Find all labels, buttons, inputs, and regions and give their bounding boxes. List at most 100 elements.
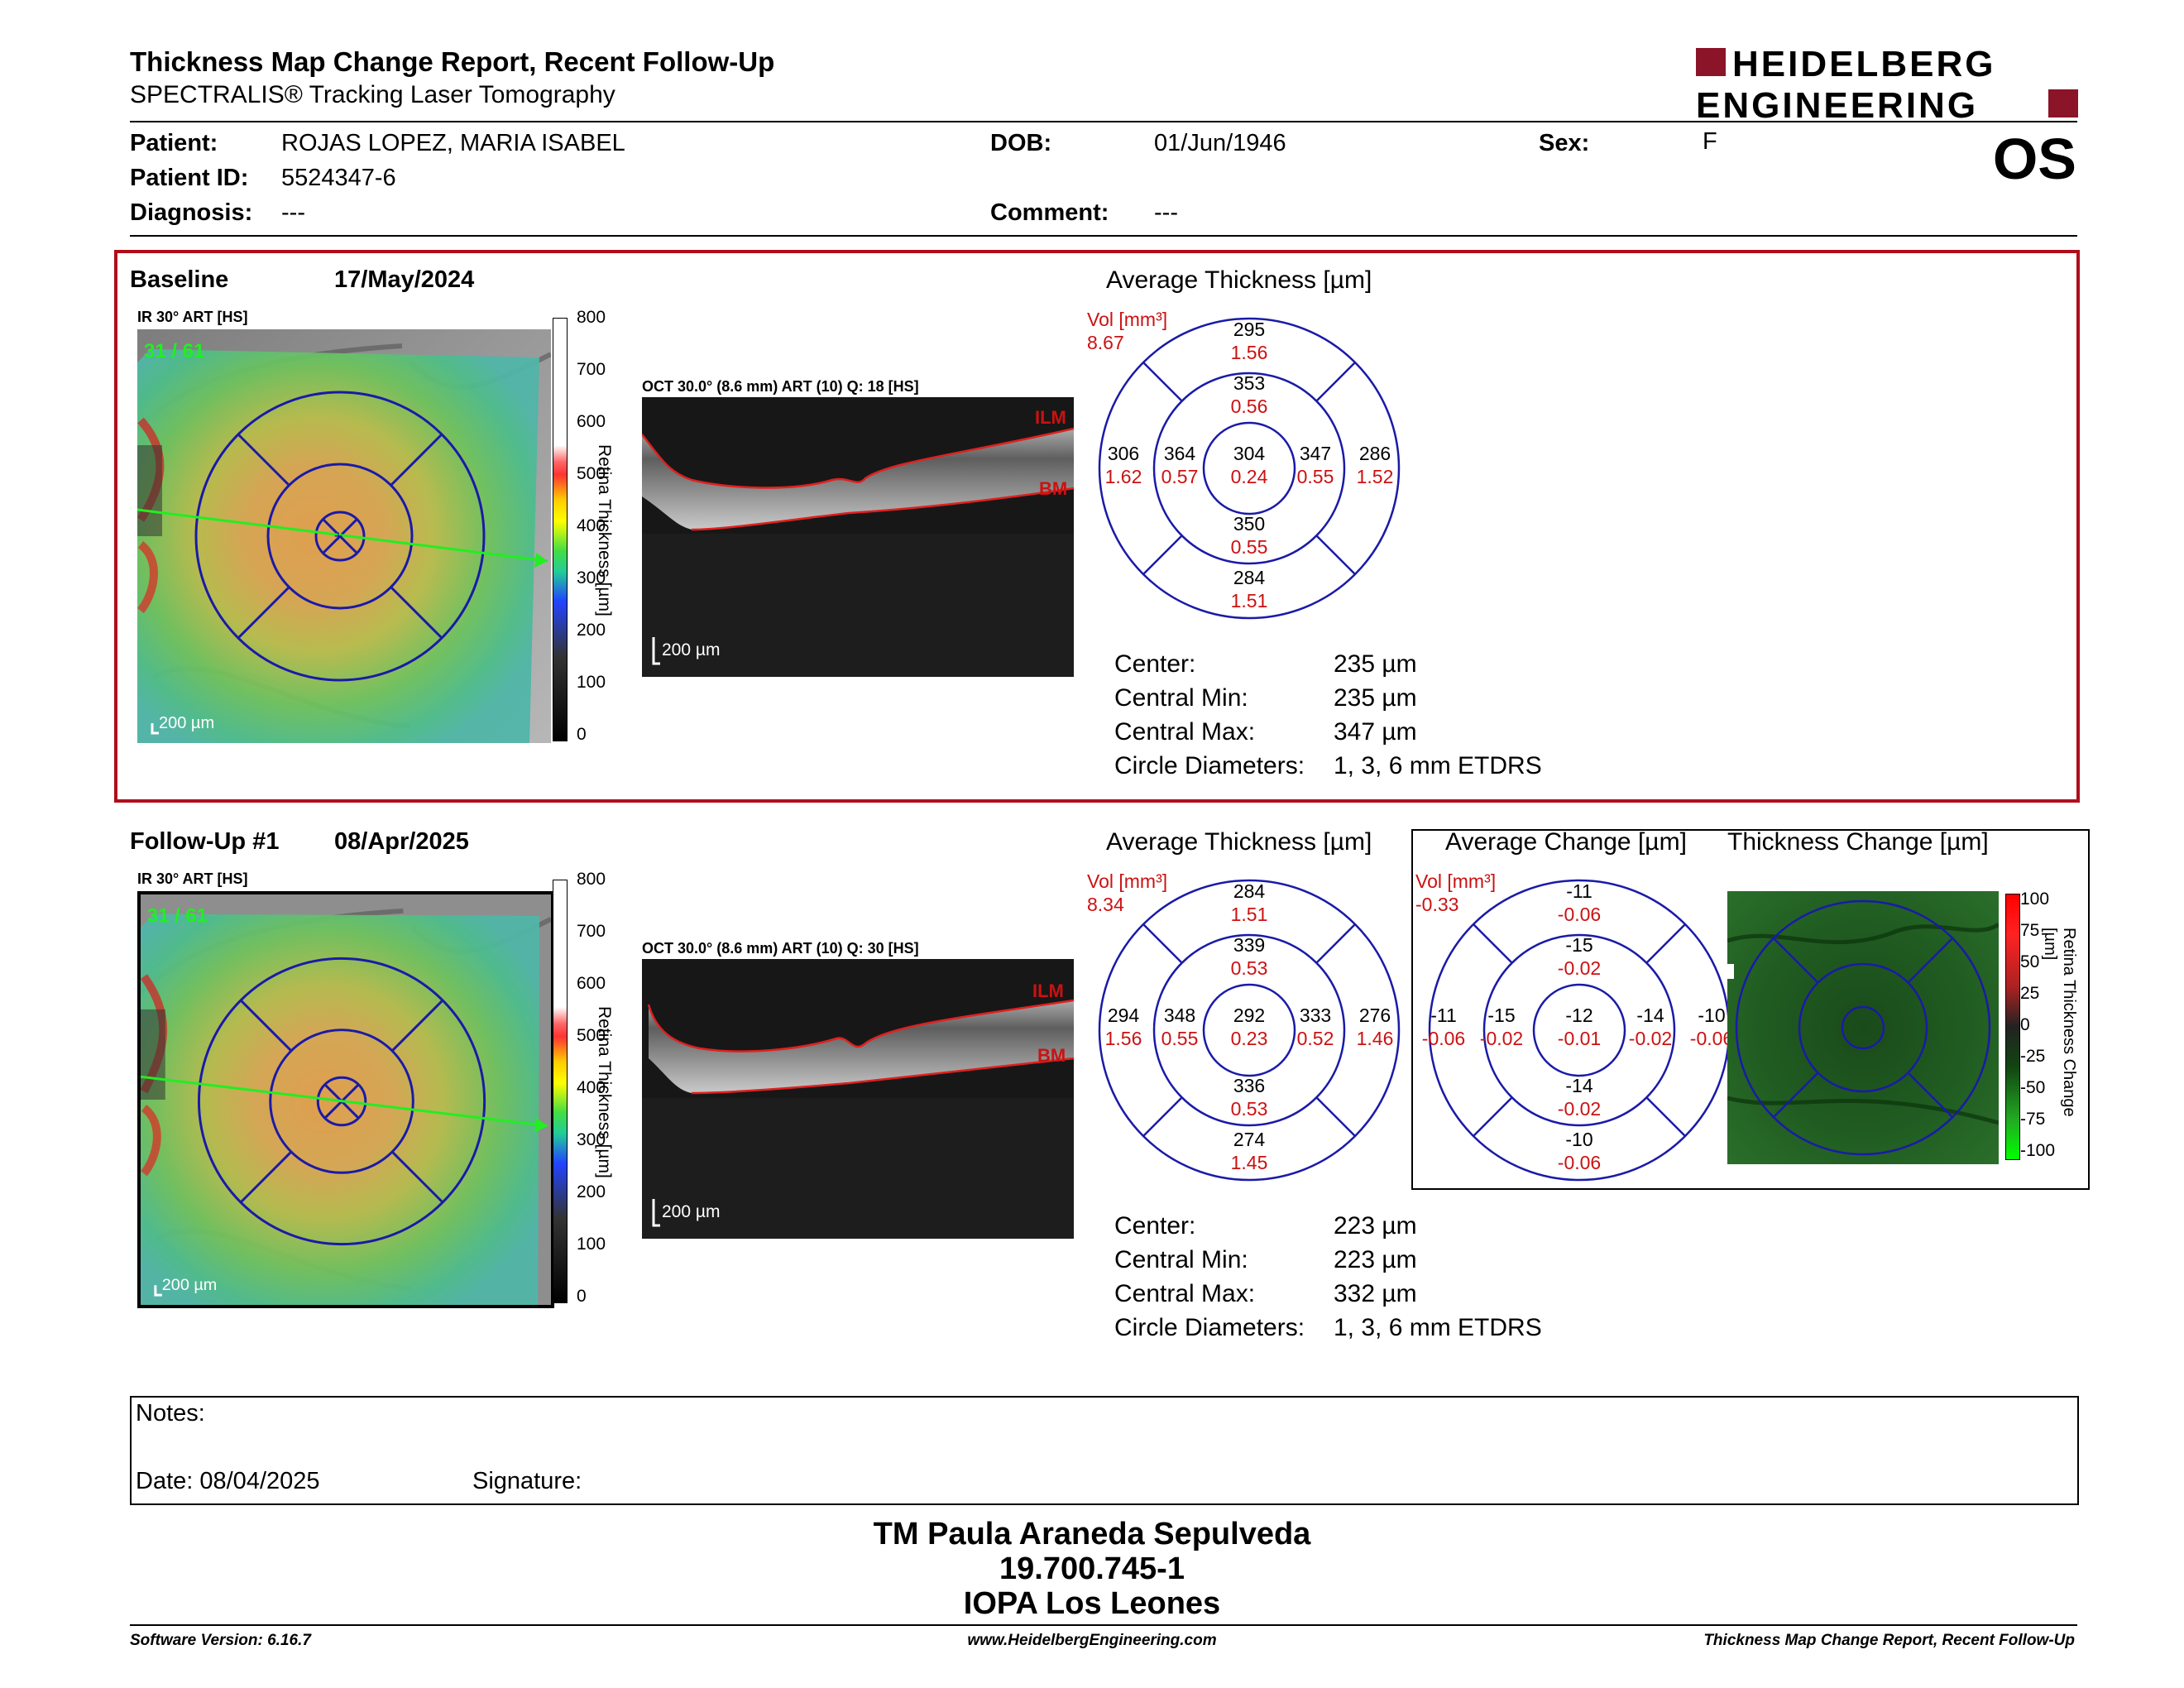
report-subtitle: SPECTRALIS® Tracking Laser Tomography [130, 81, 615, 108]
patient-id: 5524347-6 [281, 165, 396, 191]
change-outer-sup-thickness: -11 [1566, 880, 1592, 902]
baseline-center-volume: 0.24 [1231, 466, 1268, 487]
baseline-colorbar [553, 318, 568, 741]
baseline-inner-temp-volume: 0.57 [1161, 466, 1199, 487]
baseline-inner-sup-thickness: 353 [1233, 372, 1265, 394]
baseline-oct-scale: 200 µm [662, 640, 720, 659]
thickness-change-map [1727, 891, 1999, 1164]
followup-ir-frames: 31 / 61 [147, 905, 208, 928]
baseline-ir-thickness-map: + 31 / 61 200 µm [137, 329, 551, 743]
baseline-vol-label: Vol [mm³] [1087, 309, 1167, 330]
change-vol-total: -0.33 [1415, 894, 1458, 915]
followup-inner-inf-volume: 0.53 [1231, 1098, 1268, 1120]
followup-outer-inf-volume: 1.45 [1231, 1152, 1268, 1173]
change-vol-label: Vol [mm³] [1415, 870, 1496, 892]
patient-name: ROJAS LOPEZ, MARIA ISABEL [281, 130, 625, 156]
comment-value: --- [1154, 199, 1178, 226]
change-inner-sup-volume: -0.02 [1558, 957, 1601, 979]
diagnosis-value: --- [281, 199, 305, 226]
baseline-date: 17/May/2024 [334, 266, 475, 293]
baseline-outer-temp-volume: 1.62 [1105, 466, 1142, 487]
followup-oct-bscan: ILM BM 200 µm [642, 959, 1074, 1239]
baseline-avg-title: Average Thickness [µm] [1106, 266, 1372, 294]
diagnosis-label: Diagnosis: [130, 199, 253, 226]
baseline-oct-label: OCT 30.0° (8.6 mm) ART (10) Q: 18 [HS] [642, 378, 919, 395]
baseline-outer-nasal-thickness: 286 [1359, 443, 1391, 464]
followup-etdrs-grid: 284 1.51 339 0.53 294 1.56 348 0.55 292 … [1087, 870, 1401, 1182]
baseline-outer-temp-thickness: 306 [1108, 443, 1139, 464]
heidelberg-logo: HEIDELBERG ENGINEERING [1696, 44, 2078, 124]
footer-website-link[interactable]: www.HeidelbergEngineering.com [967, 1632, 1217, 1649]
change-colorbar-label: Retina Thickness Change [µm] [2041, 928, 2078, 1117]
signer-name: TM Paula Araneda Sepulveda [873, 1517, 1311, 1551]
followup-ir-thickness-map: 31 / 61 200 µm [137, 891, 554, 1308]
change-outer-temp-volume: -0.06 [1422, 1028, 1465, 1049]
followup-outer-temp-thickness: 294 [1108, 1005, 1140, 1026]
notes-label: Notes: [136, 1400, 205, 1427]
baseline-inner-nasal-thickness: 347 [1300, 443, 1331, 464]
followup-outer-nasal-thickness: 276 [1359, 1005, 1391, 1026]
change-map-title: Thickness Change [µm] [1727, 828, 1989, 856]
change-inner-sup-thickness: -15 [1565, 934, 1592, 956]
change-inner-inf-volume: -0.02 [1558, 1098, 1601, 1120]
change-outer-sup-volume: -0.06 [1558, 904, 1601, 925]
change-center-volume: -0.01 [1558, 1028, 1601, 1049]
followup-oct-scale: 200 µm [662, 1202, 720, 1221]
followup-inner-inf-thickness: 336 [1233, 1075, 1265, 1096]
followup-inner-nasal-volume: 0.52 [1297, 1028, 1334, 1049]
change-etdrs-grid: -11 -0.06 -15 -0.02 -11 -0.06 -15 -0.02 … [1415, 870, 1733, 1182]
change-outer-inf-volume: -0.06 [1558, 1152, 1601, 1173]
baseline-outer-sup-thickness: 295 [1233, 319, 1265, 340]
signer-id: 19.700.745-1 [999, 1551, 1185, 1586]
followup-ir-scale: 200 µm [162, 1276, 218, 1294]
signature-label: Signature: [472, 1468, 582, 1494]
followup-outer-inf-thickness: 274 [1233, 1129, 1266, 1150]
patient-label: Patient: [130, 130, 218, 156]
followup-ilm-label: ILM [1032, 981, 1064, 1001]
change-outer-inf-thickness: -10 [1565, 1129, 1592, 1150]
report-title: Thickness Map Change Report, Recent Foll… [130, 46, 775, 77]
notes-box[interactable] [130, 1396, 2079, 1505]
followup-inner-sup-volume: 0.53 [1231, 957, 1268, 979]
baseline-ir-scale: 200 µm [159, 714, 214, 732]
change-inner-temp-volume: -0.02 [1480, 1028, 1523, 1049]
baseline-outer-inf-volume: 1.51 [1231, 590, 1268, 611]
followup-vol-total: 8.34 [1087, 894, 1124, 915]
baseline-inner-temp-thickness: 364 [1164, 443, 1196, 464]
sex-label: Sex: [1539, 130, 1590, 156]
dob-label: DOB: [990, 130, 1052, 156]
footer-software-version: Software Version: 6.16.7 [130, 1632, 311, 1649]
followup-colorbar [553, 880, 568, 1303]
svg-text:+: + [334, 528, 343, 544]
change-inner-nasal-thickness: -14 [1636, 1005, 1664, 1026]
baseline-ir-frames: 31 / 61 [144, 340, 204, 362]
baseline-label: Baseline [130, 266, 229, 293]
comment-label: Comment: [990, 199, 1109, 226]
baseline-center-thickness: 304 [1233, 443, 1266, 464]
signer-org: IOPA Los Leones [963, 1586, 1221, 1621]
followup-outer-sup-volume: 1.51 [1231, 904, 1268, 925]
change-panel [1411, 829, 2090, 1190]
change-center-thickness: -12 [1565, 1005, 1592, 1026]
notes-date: Date: 08/04/2025 [136, 1468, 320, 1494]
dob-value: 01/Jun/1946 [1154, 130, 1286, 156]
sex-value: F [1703, 128, 1717, 155]
followup-outer-nasal-volume: 1.46 [1357, 1028, 1394, 1049]
followup-center-thickness: 292 [1233, 1005, 1265, 1026]
change-inner-temp-thickness: -15 [1487, 1005, 1515, 1026]
change-colorbar [2005, 894, 2020, 1160]
baseline-outer-sup-volume: 1.56 [1231, 342, 1268, 363]
baseline-outer-nasal-volume: 1.52 [1357, 466, 1394, 487]
followup-inner-sup-thickness: 339 [1233, 934, 1265, 956]
baseline-etdrs-grid: 295 1.56 353 0.56 306 1.62 364 0.57 304 … [1087, 309, 1401, 620]
followup-outer-temp-volume: 1.56 [1105, 1028, 1142, 1049]
baseline-bm-label: BM [1039, 478, 1067, 499]
change-inner-inf-thickness: -14 [1565, 1075, 1592, 1096]
footer-report-name: Thickness Map Change Report, Recent Foll… [1703, 1632, 2075, 1649]
followup-center-volume: 0.23 [1231, 1028, 1268, 1049]
followup-inner-temp-thickness: 348 [1164, 1005, 1195, 1026]
baseline-panel [114, 250, 2080, 803]
change-inner-nasal-volume: -0.02 [1629, 1028, 1672, 1049]
followup-vol-label: Vol [mm³] [1087, 870, 1167, 892]
baseline-outer-inf-thickness: 284 [1233, 567, 1266, 588]
